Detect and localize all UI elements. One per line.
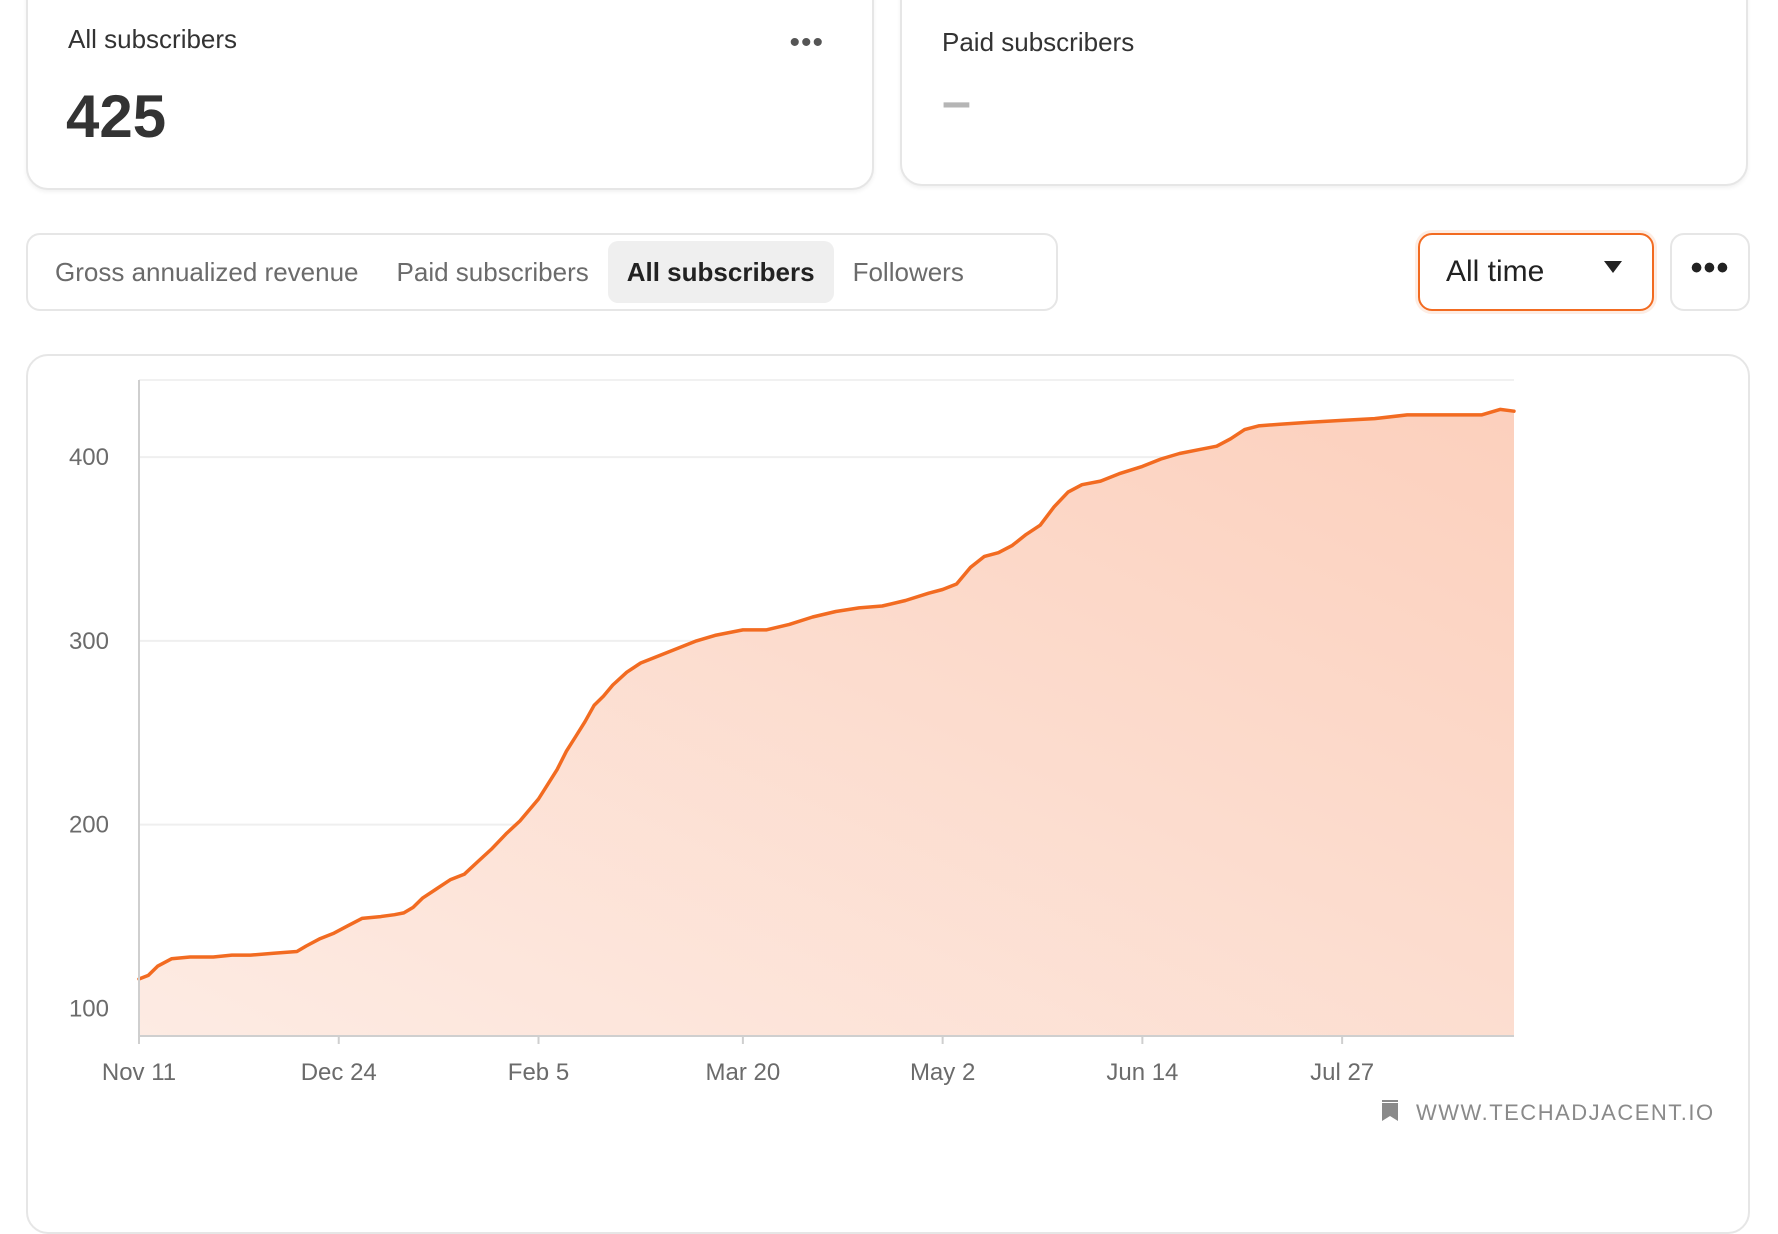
caret-down-icon <box>1604 261 1622 273</box>
watermark-text: WWW.TECHADJACENT.IO <box>1416 1100 1715 1125</box>
chart-axes: 100 200 300 400 Nov 11 Dec 24 Feb 5 Mar 20 May 2… <box>69 380 1514 1086</box>
tab-gross-annualized-revenue[interactable]: Gross annualized revenue <box>55 257 359 287</box>
series-line-all-subscribers <box>137 407 1516 981</box>
metric-tabs: Gross annualized revenue Paid subscriber… <box>26 233 1058 311</box>
x-tick-label-nov-11: Nov 11 <box>102 1059 176 1086</box>
paid-subscribers-count: – <box>942 73 971 131</box>
all-subscribers-card-title: All subscribers <box>68 24 238 54</box>
all-subscribers-card: All subscribers ••• 425 <box>26 0 874 190</box>
y-tick-label-200: 200 <box>69 812 109 839</box>
y-tick-label-100: 100 <box>69 995 109 1022</box>
tab-paid-subscribers[interactable]: Paid subscribers <box>396 257 589 287</box>
tab-followers[interactable]: Followers <box>852 257 964 287</box>
paid-subscribers-card-title: Paid subscribers <box>942 27 1135 57</box>
bookmark-icon <box>1382 1100 1398 1121</box>
subscribers-chart: 100 200 300 400 Nov 11 Dec 24 Feb 5 Mar 20 May 2… <box>69 379 1715 1125</box>
watermark: WWW.TECHADJACENT.IO <box>1382 1100 1715 1125</box>
x-tick-label-dec-24: Dec 24 <box>301 1059 377 1086</box>
y-tick-label-300: 300 <box>69 628 109 655</box>
chart-area <box>137 407 1516 1036</box>
x-tick-label-mar-20: Mar 20 <box>706 1059 781 1086</box>
y-tick-label-400: 400 <box>69 444 109 471</box>
time-range-label: All time <box>1446 255 1545 288</box>
x-tick-label-jun-14: Jun 14 <box>1106 1059 1178 1086</box>
all-subscribers-more-icon[interactable]: ••• <box>789 26 824 59</box>
chart-card: 100 200 300 400 Nov 11 Dec 24 Feb 5 Mar 20 May 2… <box>26 354 1750 1234</box>
more-options-button[interactable]: ••• <box>1670 233 1750 311</box>
paid-subscribers-card: Paid subscribers – <box>900 0 1748 186</box>
all-subscribers-count: 425 <box>66 83 167 150</box>
time-range-select[interactable]: All time <box>1418 233 1654 311</box>
area-fill <box>139 409 1514 1036</box>
x-tick-label-feb-5: Feb 5 <box>508 1059 569 1086</box>
x-tick-label-may-2: May 2 <box>910 1059 975 1086</box>
x-tick-label-jul-27: Jul 27 <box>1310 1059 1374 1086</box>
tab-all-subscribers[interactable]: All subscribers <box>607 241 834 303</box>
